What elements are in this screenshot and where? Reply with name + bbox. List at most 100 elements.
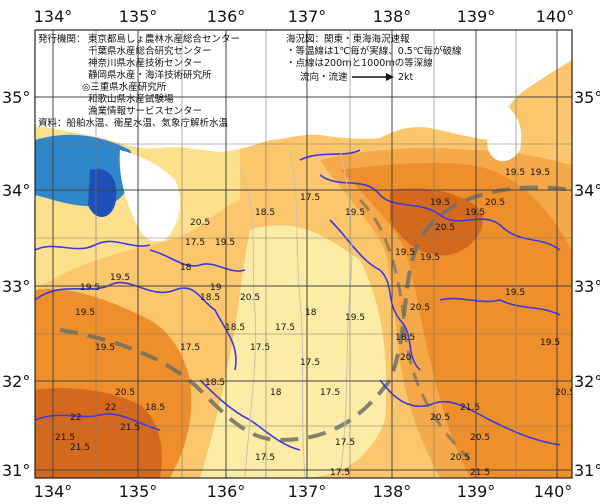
temp-zone-warmcore-southwest	[35, 388, 162, 478]
isotherm-value-label: 18	[270, 388, 282, 398]
isotherm-value-label: 20.5	[470, 433, 490, 443]
publisher-line: 千葉県水産総合研究センター	[88, 45, 212, 57]
isotherm-value-label: 20.5	[450, 453, 470, 463]
isotherm-value-label: 20.5	[410, 303, 430, 313]
map-border	[34, 29, 573, 479]
current-legend-label: 流向・流速	[300, 71, 348, 83]
isotherm-value-label: 20	[400, 353, 412, 363]
isotherm-value-label: 19.5	[540, 338, 560, 348]
latitude-right-labels: 35° 34° 33° 32° 31°	[574, 88, 600, 480]
isotherm-value-label: 17.5	[300, 193, 320, 203]
lon-label-bottom: 135°	[119, 482, 158, 501]
publisher-line: ◎三重県水産研究所	[82, 81, 167, 93]
lon-label-bottom: 137°	[288, 482, 327, 501]
isotherm-value-label: 19.5	[505, 288, 525, 298]
lon-label-top: 135°	[119, 7, 158, 26]
publisher-line: 漁業情報サービスセンター	[88, 105, 202, 117]
isotherm-value-label: 19.5	[95, 343, 115, 353]
isotherm-value-label: 18.5	[205, 378, 225, 388]
isotherm-value-label: 20.5	[240, 293, 260, 303]
publisher-line: 静岡県水産・海洋技術研究所	[88, 69, 212, 81]
isotherm-value-label: 17.5	[255, 453, 275, 463]
isotherm-value-label: 18.5	[255, 208, 275, 218]
isotherm-value-label: 17.5	[185, 238, 205, 248]
isotherm-value-label: 21.5	[470, 468, 490, 478]
isotherm-value-label: 18	[305, 308, 317, 318]
isotherm-value-label: 20.5	[435, 223, 455, 233]
lat-label-right: 34°	[574, 181, 600, 200]
lon-label-bottom: 138°	[373, 482, 412, 501]
lat-label-right: 33°	[574, 277, 600, 296]
publisher-line: 神奈川県水産技術センター	[88, 57, 202, 69]
lat-label-right: 31°	[574, 461, 600, 480]
publisher-line: 和歌山県水産試験場	[88, 93, 174, 105]
isotherm-value-label: 18.5	[200, 293, 220, 303]
isotherm-value-label: 19.5	[75, 308, 95, 318]
coastal-water-kii	[35, 134, 134, 207]
isotherm-value-label: 20.5	[555, 388, 575, 398]
publisher-line: 東京都島しょ農林水産総合センター	[88, 33, 240, 45]
lat-label-left: 31°	[2, 461, 30, 480]
land-boso-peninsula	[487, 100, 522, 162]
legend-note: ・点線は200ｍと1000ｍの等深線	[286, 57, 433, 69]
publisher-heading: 発行機関：	[38, 33, 86, 45]
lat-label-left: 35°	[2, 88, 30, 107]
publisher-block: 発行機関： 東京都島しょ農林水産総合センター 千葉県水産総合研究センター 神奈川…	[38, 33, 240, 129]
isotherm-value-label: 21.5	[120, 423, 140, 433]
lon-label-top: 134°	[34, 7, 73, 26]
isotherm-value-label: 21.5	[460, 403, 480, 413]
lon-label-bottom: 136°	[207, 482, 246, 501]
kuroshio-branch-line	[358, 198, 472, 462]
isotherm-value-label: 18.5	[145, 403, 165, 413]
isotherm-value-label: 17.5	[300, 358, 320, 368]
isotherm-value-label: 17.5	[330, 468, 350, 478]
land-honshu	[35, 30, 572, 152]
lon-label-top: 136°	[207, 7, 246, 26]
isotherm-value-label: 19.5	[465, 208, 485, 218]
data-sources-text: 資料：船舶水温、衛星水温、気象庁解析水温	[38, 117, 229, 129]
isotherm-value-label: 17.5	[320, 388, 340, 398]
lat-label-right: 35°	[574, 88, 600, 107]
isotherm-value-label: 22	[105, 403, 116, 413]
isotherm-value-label: 20.5	[115, 388, 135, 398]
isotherm-value-label: 19.5	[345, 313, 365, 323]
isotherm-value-label: 20.5	[190, 218, 210, 228]
isotherm-value-label: 19.5	[110, 273, 130, 283]
isotherm-value-label: 17.5	[250, 343, 270, 353]
lon-label-top: 138°	[373, 7, 412, 26]
isotherm-value-label: 17.5	[275, 323, 295, 333]
lon-label-bottom: 139°	[457, 482, 496, 501]
current-speed-text: 2kt	[398, 72, 414, 83]
legend-note: ・等温線は1℃毎が実線、0.5℃毎が破線	[286, 45, 462, 57]
grid-lines	[35, 30, 572, 478]
lat-label-right: 32°	[574, 372, 600, 391]
minor-grid-lines	[35, 30, 572, 478]
coastal-water-deep-kii	[88, 169, 117, 218]
isotherm-value-label: 21.5	[70, 443, 90, 453]
isotherm-label-layer: 19.520.519.518.517.519.520.51918.51817.5…	[55, 168, 575, 478]
temp-zone-cool-central	[200, 225, 387, 478]
lat-label-left: 33°	[2, 277, 30, 296]
isotherm-value-label: 19.5	[215, 238, 235, 248]
isotherm-value-label: 18	[180, 263, 192, 273]
sea-area: 19.520.519.518.517.519.520.51918.51817.5…	[35, 30, 575, 478]
isotherm-lines	[35, 149, 561, 451]
isotherm-value-label: 17.5	[180, 343, 200, 353]
map-scope-text: 海況図：関東・東海海況速報	[286, 33, 410, 45]
isotherm-value-label: 19.5	[430, 198, 450, 208]
isotherm-value-label: 19.5	[505, 168, 525, 178]
lon-label-top: 139°	[457, 7, 496, 26]
longitude-bottom-labels: 134° 135° 136° 137° 138° 139° 140°	[34, 482, 573, 501]
lon-label-top: 140°	[536, 7, 575, 26]
land-kii-peninsula	[119, 150, 181, 242]
lon-label-bottom: 134°	[34, 482, 73, 501]
isotherm-value-label: 21.5	[55, 433, 75, 443]
lon-label-top: 137°	[288, 7, 327, 26]
lon-label-bottom: 140°	[534, 482, 573, 501]
isotherm-value-label: 22	[70, 413, 81, 423]
latitude-left-labels: 35° 34° 33° 32° 31°	[2, 88, 30, 480]
isotherm-value-label: 18.5	[225, 323, 245, 333]
isotherm-value-label: 20.5	[430, 413, 450, 423]
